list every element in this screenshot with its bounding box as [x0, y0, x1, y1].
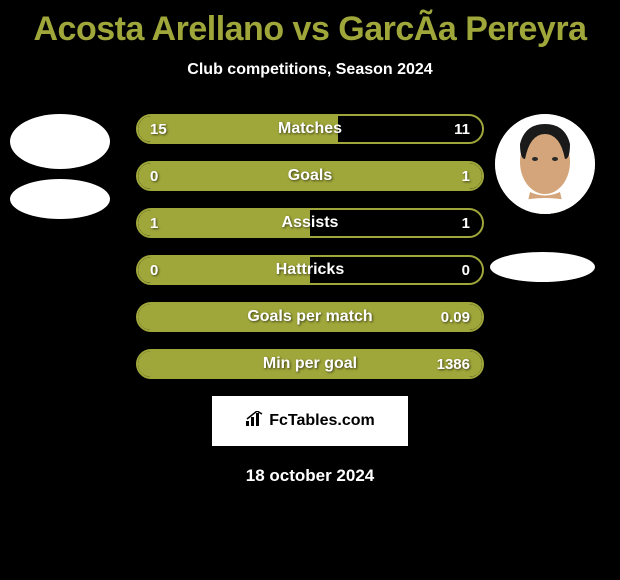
- comparison-content: 15 Matches 11 0 Goals 1 1 Assists 1 0 Ha…: [0, 114, 620, 486]
- stat-label: Min per goal: [138, 355, 482, 373]
- stat-label: Matches: [138, 120, 482, 138]
- stat-right-value: 0: [462, 262, 470, 279]
- stat-right-value: 11: [454, 121, 470, 138]
- stat-label: Hattricks: [138, 261, 482, 279]
- branding-text: FcTables.com: [269, 412, 375, 430]
- stat-rows-container: 15 Matches 11 0 Goals 1 1 Assists 1 0 Ha…: [136, 114, 484, 379]
- stat-right-value: 0.09: [441, 309, 470, 326]
- stat-row-hattricks: 0 Hattricks 0: [136, 255, 484, 285]
- stat-label: Goals: [138, 167, 482, 185]
- stat-right-value: 1386: [437, 356, 470, 373]
- stat-right-value: 1: [462, 215, 470, 232]
- stat-row-mpg: Min per goal 1386: [136, 349, 484, 379]
- chart-icon: [245, 411, 265, 432]
- stat-row-assists: 1 Assists 1: [136, 208, 484, 238]
- team-right-badge: [490, 252, 595, 282]
- player-right-face-icon: [495, 114, 595, 214]
- branding-badge[interactable]: FcTables.com: [212, 396, 408, 446]
- page-title: Acosta Arellano vs GarcÃ­a Pereyra: [0, 0, 620, 49]
- player-right-avatar: [495, 114, 595, 214]
- stat-right-value: 1: [462, 168, 470, 185]
- stat-row-goals: 0 Goals 1: [136, 161, 484, 191]
- page-subtitle: Club competitions, Season 2024: [0, 61, 620, 79]
- stat-row-matches: 15 Matches 11: [136, 114, 484, 144]
- stat-label: Goals per match: [138, 308, 482, 326]
- date-text: 18 october 2024: [0, 466, 620, 486]
- stat-row-gpm: Goals per match 0.09: [136, 302, 484, 332]
- team-left-badge: [10, 179, 110, 219]
- stat-label: Assists: [138, 214, 482, 232]
- player-left-avatar: [10, 114, 110, 169]
